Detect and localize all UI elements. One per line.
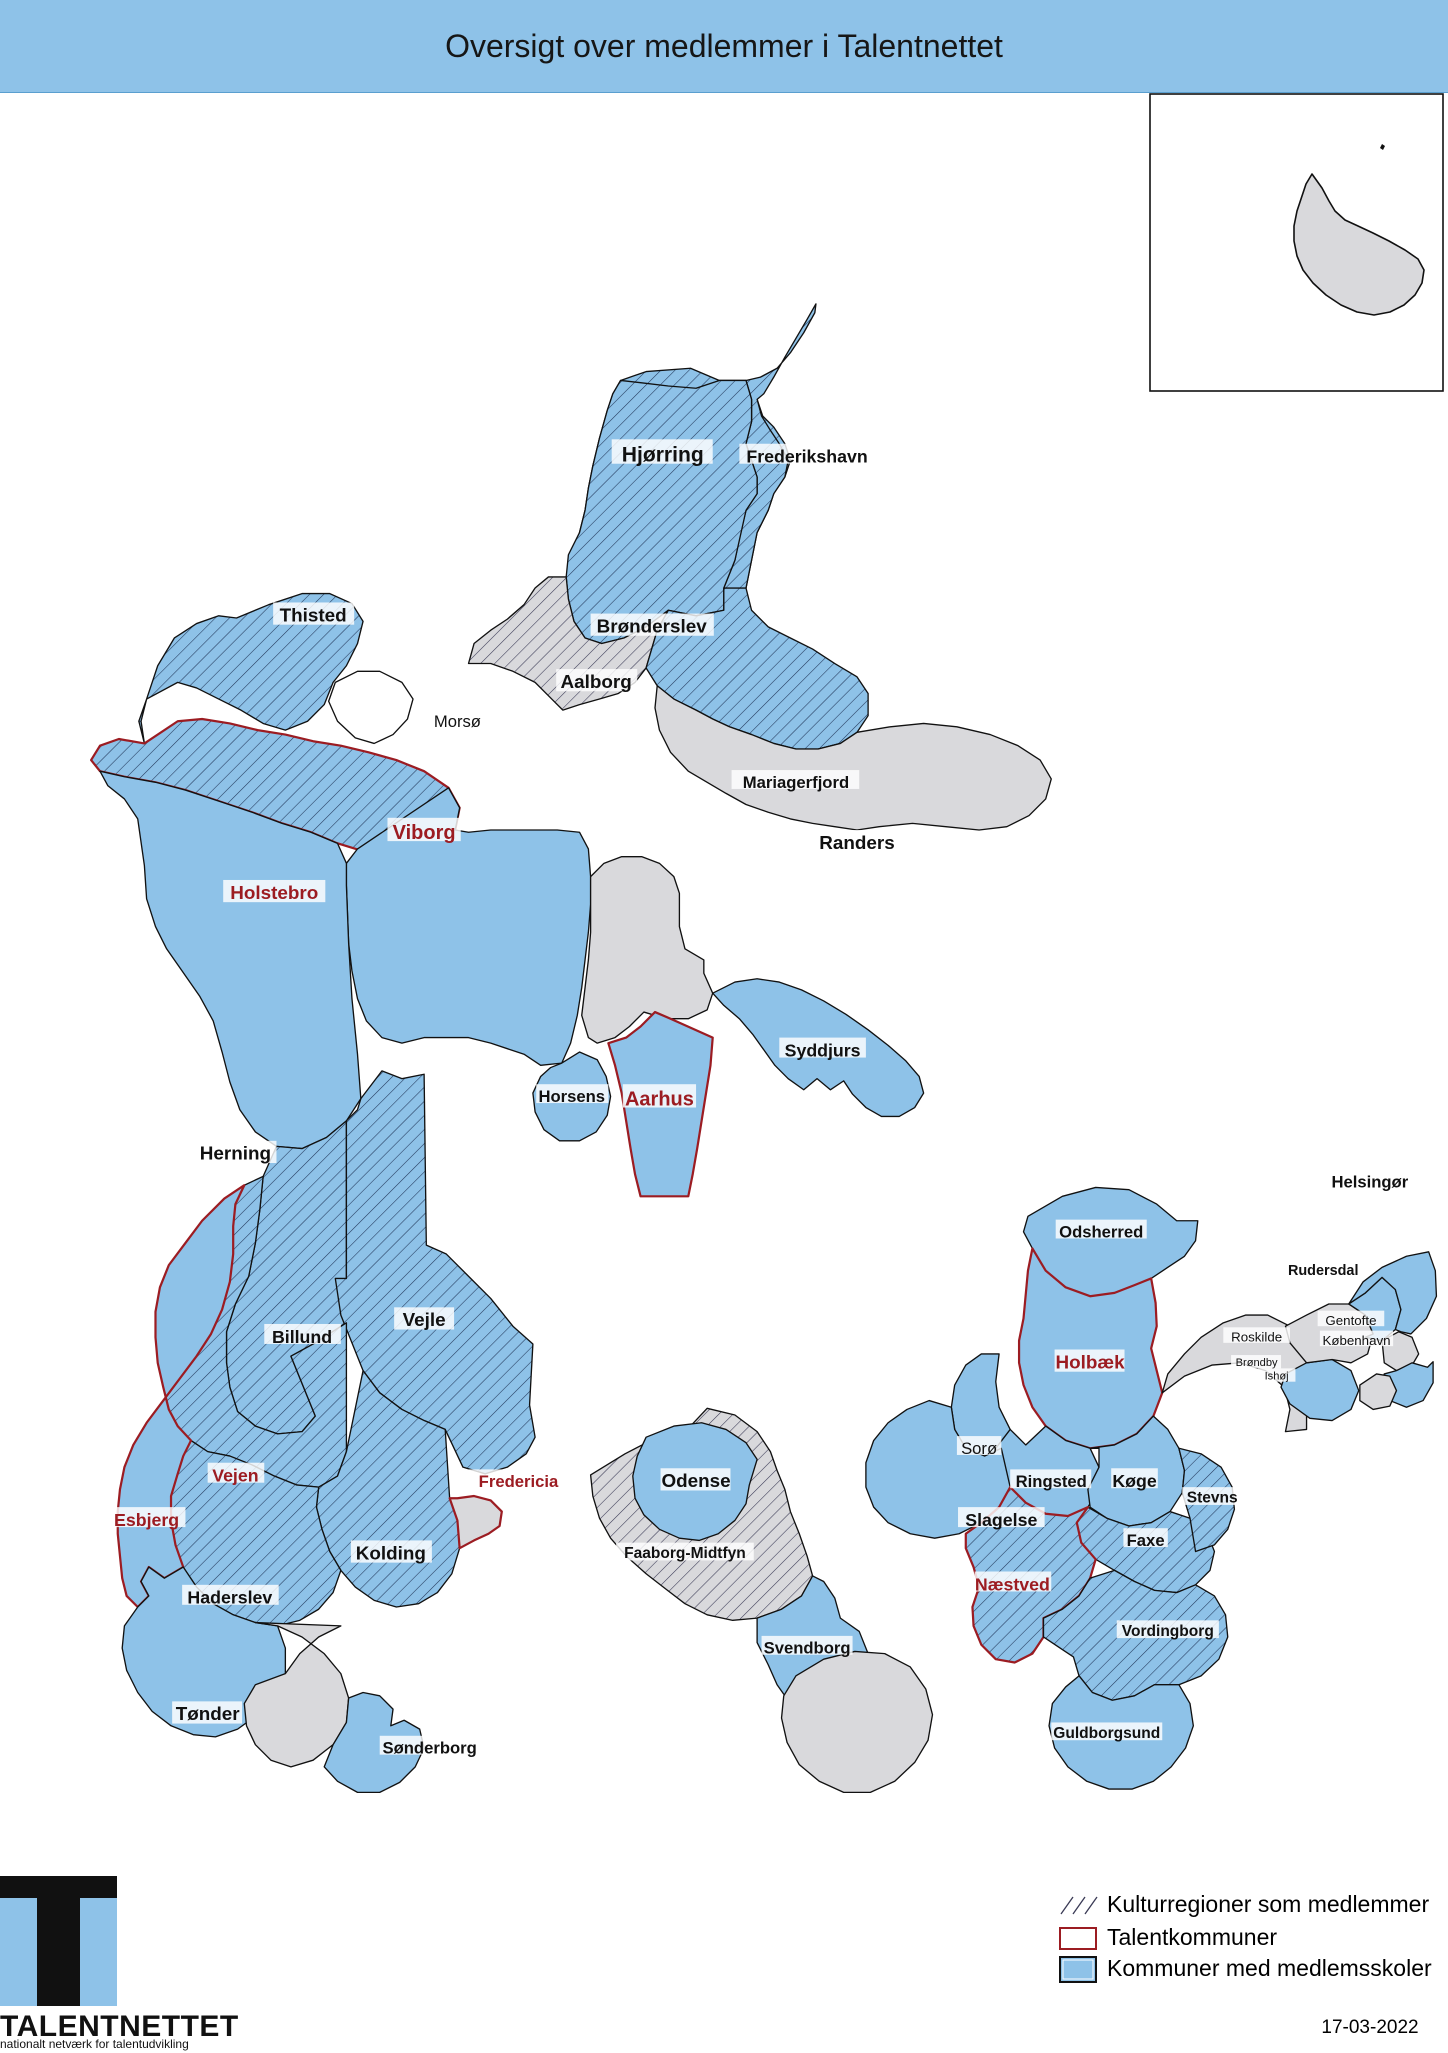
svg-text:Hjørring: Hjørring: [622, 444, 704, 467]
svg-text:Frederikshavn: Frederikshavn: [746, 447, 867, 467]
svg-text:Vejen: Vejen: [212, 1466, 258, 1486]
svg-text:København: København: [1322, 1333, 1390, 1348]
svg-text:Faxe: Faxe: [1127, 1531, 1165, 1550]
svg-text:Helsingør: Helsingør: [1331, 1172, 1408, 1191]
svg-text:Rudersdal: Rudersdal: [1288, 1263, 1359, 1279]
svg-text:Thisted: Thisted: [280, 604, 347, 625]
svg-text:Viborg: Viborg: [393, 822, 456, 844]
svg-text:Køge: Køge: [1112, 1471, 1157, 1491]
svg-text:Holstebro: Holstebro: [230, 882, 318, 903]
svg-text:17-03-2022: 17-03-2022: [1321, 2017, 1418, 2038]
svg-text:Odsherred: Odsherred: [1059, 1222, 1143, 1241]
svg-text:Syddjurs: Syddjurs: [785, 1040, 861, 1060]
svg-text:Aalborg: Aalborg: [561, 671, 632, 692]
svg-text:Gentofte: Gentofte: [1325, 1313, 1376, 1328]
svg-text:Esbjerg: Esbjerg: [114, 1510, 179, 1530]
svg-text:Svendborg: Svendborg: [764, 1639, 851, 1658]
svg-text:Horsens: Horsens: [538, 1087, 605, 1106]
svg-text:Randers: Randers: [819, 832, 894, 853]
svg-text:Morsø: Morsø: [434, 712, 481, 731]
svg-text:Fredericia: Fredericia: [479, 1472, 559, 1491]
svg-text:Mariagerfjord: Mariagerfjord: [743, 773, 849, 792]
svg-text:Sønderborg: Sønderborg: [383, 1739, 477, 1758]
svg-text:Ishøj: Ishøj: [1265, 1370, 1289, 1382]
svg-text:Brønderslev: Brønderslev: [597, 615, 708, 636]
svg-text:Ringsted: Ringsted: [1016, 1472, 1087, 1491]
svg-text:Kulturregioner som medlemmer: Kulturregioner som medlemmer: [1107, 1891, 1429, 1917]
svg-text:Guldborgsund: Guldborgsund: [1053, 1725, 1160, 1742]
svg-text:Stevns: Stevns: [1187, 1490, 1238, 1507]
svg-text:Næstved: Næstved: [975, 1574, 1050, 1594]
svg-text:Vejle: Vejle: [403, 1309, 446, 1330]
svg-text:Haderslev: Haderslev: [187, 1588, 272, 1608]
svg-text:Kommuner med medlemsskoler: Kommuner med medlemsskoler: [1107, 1955, 1432, 1981]
svg-text:Sorø: Sorø: [961, 1439, 997, 1458]
svg-text:Herning: Herning: [200, 1143, 271, 1164]
svg-text:Tønder: Tønder: [176, 1703, 241, 1724]
svg-text:Slagelse: Slagelse: [965, 1510, 1037, 1530]
svg-text:Faaborg-Midtfyn: Faaborg-Midtfyn: [624, 1545, 746, 1562]
svg-text:Aarhus: Aarhus: [625, 1088, 694, 1110]
svg-text:Roskilde: Roskilde: [1231, 1330, 1282, 1345]
svg-text:nationalt netværk for talentud: nationalt netværk for talentudvikling: [0, 2037, 189, 2051]
svg-text:Vordingborg: Vordingborg: [1122, 1623, 1214, 1640]
svg-text:Talentkommuner: Talentkommuner: [1107, 1924, 1277, 1950]
svg-text:Odense: Odense: [661, 1470, 730, 1491]
svg-text:Billund: Billund: [272, 1327, 332, 1347]
svg-text:Holbæk: Holbæk: [1056, 1351, 1126, 1372]
svg-text:Kolding: Kolding: [356, 1542, 426, 1563]
svg-text:Brøndby: Brøndby: [1236, 1357, 1278, 1369]
